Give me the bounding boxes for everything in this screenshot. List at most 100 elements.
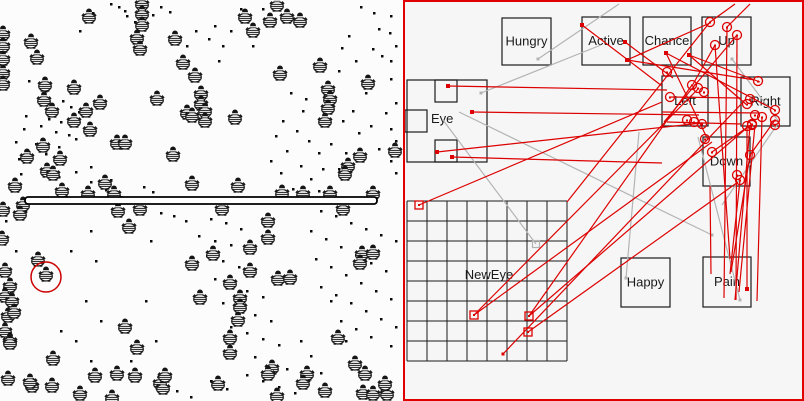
creature[interactable] xyxy=(269,0,285,13)
synapse-open-square xyxy=(469,310,479,320)
food-dot xyxy=(389,32,392,35)
food-dot xyxy=(152,191,155,194)
synapse-open-square-dot xyxy=(527,331,529,333)
world-canvas[interactable] xyxy=(0,0,403,401)
node-box-eye[interactable]: Eye xyxy=(405,79,488,163)
synapse-terminal-dot xyxy=(746,103,748,106)
food-dot xyxy=(130,360,133,363)
food-dot xyxy=(310,230,313,233)
food-dot xyxy=(145,300,148,303)
food-dot xyxy=(385,270,388,273)
food-dot xyxy=(126,15,129,18)
food-dot xyxy=(355,328,358,331)
active-connection xyxy=(661,111,761,114)
food-dot xyxy=(370,336,373,339)
node-box-right[interactable]: Right xyxy=(740,76,791,127)
food-dot xyxy=(214,240,217,243)
synapse-terminal-circle xyxy=(756,111,768,123)
food-dot xyxy=(254,314,257,317)
food-dot xyxy=(365,310,368,313)
food-dot xyxy=(160,212,163,215)
food-dot xyxy=(318,190,321,193)
node-box-chance[interactable]: Chance xyxy=(642,16,692,66)
food-dot xyxy=(270,320,273,323)
food-dot xyxy=(45,153,48,156)
food-dot xyxy=(345,152,348,155)
synapse-terminal-dot xyxy=(669,96,671,99)
food-dot xyxy=(294,392,297,395)
food-dot xyxy=(143,186,146,189)
food-dot xyxy=(214,278,217,281)
active-connection xyxy=(711,123,753,153)
synapse-source-square xyxy=(625,58,629,62)
active-connection xyxy=(666,121,742,125)
node-box-neweye[interactable]: NewEye xyxy=(406,200,568,362)
active-connection xyxy=(626,59,756,81)
food-dot xyxy=(292,188,295,191)
active-connection xyxy=(756,116,763,302)
node-box-pain[interactable]: Pain xyxy=(702,256,752,308)
node-box-hungry[interactable]: Hungry xyxy=(501,17,552,66)
active-connection xyxy=(691,44,716,87)
synapse-terminal-dot xyxy=(751,124,753,127)
food-dot xyxy=(214,25,217,28)
active-connection xyxy=(527,181,739,333)
active-connection xyxy=(709,185,712,275)
inactive-connection xyxy=(537,3,620,60)
synapse-terminal-circle xyxy=(746,119,758,131)
food-dot xyxy=(395,140,398,143)
synapse-terminal-circle xyxy=(696,118,708,130)
brain-canvas[interactable]: HungryActiveChanceUpLeftRightDownHappyPa… xyxy=(405,2,802,399)
food-dot xyxy=(381,55,384,58)
food-dot xyxy=(198,235,201,238)
synapse-source-square xyxy=(450,155,454,159)
food-dot xyxy=(20,173,23,176)
food-dot xyxy=(270,160,273,163)
food-dot xyxy=(365,228,368,231)
brain-network-panel[interactable]: HungryActiveChanceUpLeftRightDownHappyPa… xyxy=(403,0,804,401)
active-connection xyxy=(723,26,728,299)
world-panel[interactable] xyxy=(0,0,403,401)
synapse-open-square-dot xyxy=(418,204,420,206)
node-box-border xyxy=(620,257,671,308)
food-dot xyxy=(338,70,341,73)
inactive-terminal xyxy=(710,233,714,237)
food-dot xyxy=(373,12,376,15)
inactive-terminal xyxy=(738,298,742,302)
food-dot xyxy=(302,110,305,113)
food-dot xyxy=(352,110,355,113)
active-connection xyxy=(447,85,668,91)
food-dot xyxy=(355,60,358,63)
node-box-happy[interactable]: Happy xyxy=(620,257,671,308)
food-dot xyxy=(320,210,323,213)
food-dot xyxy=(118,6,121,9)
active-connection xyxy=(734,125,751,301)
synapse-terminal-dot xyxy=(709,21,711,24)
active-connection xyxy=(714,44,731,260)
food-dot xyxy=(350,222,353,225)
food-dot xyxy=(335,215,338,218)
food-dot xyxy=(395,172,398,175)
active-connection xyxy=(663,34,738,123)
neweye-label: NewEye xyxy=(465,267,513,282)
synapse-open-square-dot xyxy=(473,314,475,316)
food-dot xyxy=(210,218,213,221)
synapse-terminal-circle xyxy=(706,146,718,158)
synapse-source-square xyxy=(664,51,668,55)
food-dot xyxy=(62,100,65,103)
synapse-terminal-dot xyxy=(691,84,693,87)
food-dot xyxy=(252,45,255,48)
synapse-terminal-circle xyxy=(744,149,756,161)
synapse-terminal-dot xyxy=(746,125,748,128)
food-dot xyxy=(160,6,163,9)
food-dot xyxy=(262,380,265,383)
food-dot xyxy=(75,138,78,141)
synapse-terminal-circle xyxy=(661,66,673,78)
synapse-source-square xyxy=(435,150,439,154)
active-connection xyxy=(735,34,738,301)
food-dot xyxy=(345,274,348,277)
node-box-down[interactable]: Down xyxy=(702,136,751,187)
food-dot xyxy=(230,30,233,33)
synapse-terminal-dot xyxy=(697,87,699,90)
